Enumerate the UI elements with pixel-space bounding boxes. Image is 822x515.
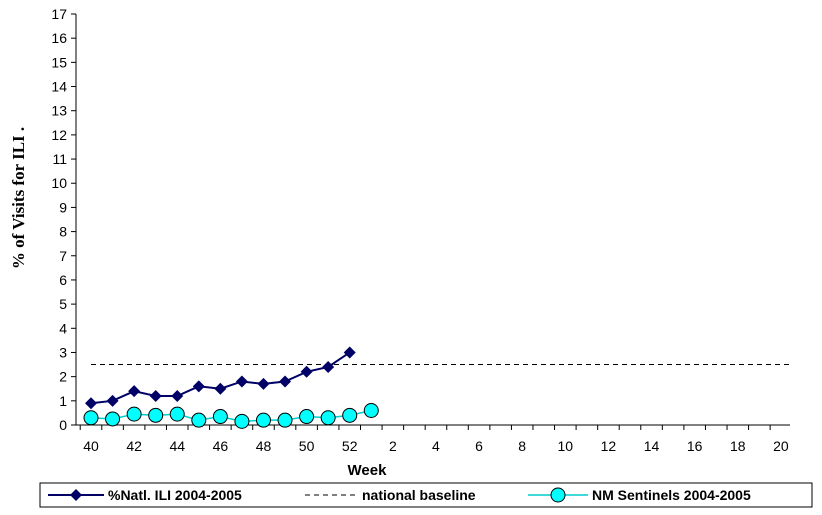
x-tick-label: 8 [518,438,526,454]
y-tick-label: 6 [59,272,67,288]
x-tick-label: 12 [601,438,617,454]
x-tick-label: 50 [299,438,315,454]
natl-ili-point [279,375,292,388]
natl-ili-point [149,389,162,402]
nm-sentinels-point [126,406,142,422]
x-tick-labels: 40 42 44 46 48 50 52 2 4 6 8 10 12 14 16 18 20 [79,425,789,454]
y-tick-label: 15 [51,54,67,70]
natl-ili-point [106,394,119,407]
natl-ili-point [128,385,141,398]
legend-frame [39,482,813,508]
x-tick-label: 10 [558,438,574,454]
natl-ili-point [85,397,97,410]
nm-sentinels-point [148,407,164,423]
natl-ili-point [257,377,270,390]
nm-sentinels-point [83,410,99,426]
x-tick-label: 46 [213,438,229,454]
natl-ili-point [235,375,248,388]
x-tick-label: 52 [342,438,358,454]
nm-sentinels-point [363,402,379,418]
x-tick-label: 48 [256,438,272,454]
y-tick-label: 0 [59,417,67,433]
y-tick-label: 2 [59,369,67,385]
y-tick-label: 1 [59,393,67,409]
y-tick-label: 8 [59,224,67,240]
x-tick-label: 14 [644,438,660,454]
natl-ili-point [192,380,205,393]
x-tick-label: 40 [83,438,99,454]
y-tick-label: 10 [51,175,67,191]
y-tick-label: 11 [52,151,67,167]
nm-sentinels-point [299,409,315,425]
natl-ili-point [171,389,184,402]
nm-sentinels-point [169,406,185,422]
plot-series [83,346,791,429]
x-tick-label: 20 [773,438,789,454]
x-tick-label: 18 [730,438,746,454]
x-tick-label: 4 [432,438,440,454]
y-tick-label: 3 [59,344,67,360]
axes [75,14,790,426]
legend-natl-ili-marker [70,489,82,501]
nm-sentinels-point [234,413,250,429]
legend-baseline-label: national baseline [362,487,476,503]
y-tick-label: 5 [59,296,67,312]
nm-sentinels-point [212,409,228,425]
legend-nm-sentinels-marker [550,487,566,503]
natl-ili-point [300,365,313,378]
natl-ili-point [214,382,227,395]
y-tick-label: 9 [59,199,67,215]
x-axis-title: Week [348,462,388,479]
y-tick-label: 13 [51,103,67,119]
nm-sentinels-point [105,411,121,427]
natl-ili-point [343,346,356,359]
nm-sentinels-point [255,412,271,428]
nm-sentinels-point [191,412,207,428]
y-tick-label: 14 [51,79,67,95]
natl-ili-line [90,351,351,405]
y-tick-label: 7 [59,248,67,264]
x-tick-label: 2 [389,438,397,454]
y-tick-label: 4 [59,320,67,336]
x-tick-label: 44 [169,438,185,454]
legend: %Natl. ILI 2004-2005 national baseline N… [39,482,813,508]
nm-sentinels-point [342,407,358,423]
nm-sentinels-point [320,410,336,426]
y-tick-label: 16 [51,30,67,46]
y-tick-label: 12 [51,127,67,143]
y-tick-label: 17 [51,6,67,22]
legend-natl-ili-label: %Natl. ILI 2004-2005 [108,487,242,503]
x-tick-label: 6 [475,438,483,454]
y-axis-title: % of Visits for ILI . [9,127,28,269]
x-tick-label: 16 [687,438,703,454]
x-tick-label: 42 [126,438,142,454]
nm-sentinels-point [277,412,293,428]
legend-nm-sentinels-label: NM Sentinels 2004-2005 [592,487,751,503]
natl-ili-point [322,360,335,373]
